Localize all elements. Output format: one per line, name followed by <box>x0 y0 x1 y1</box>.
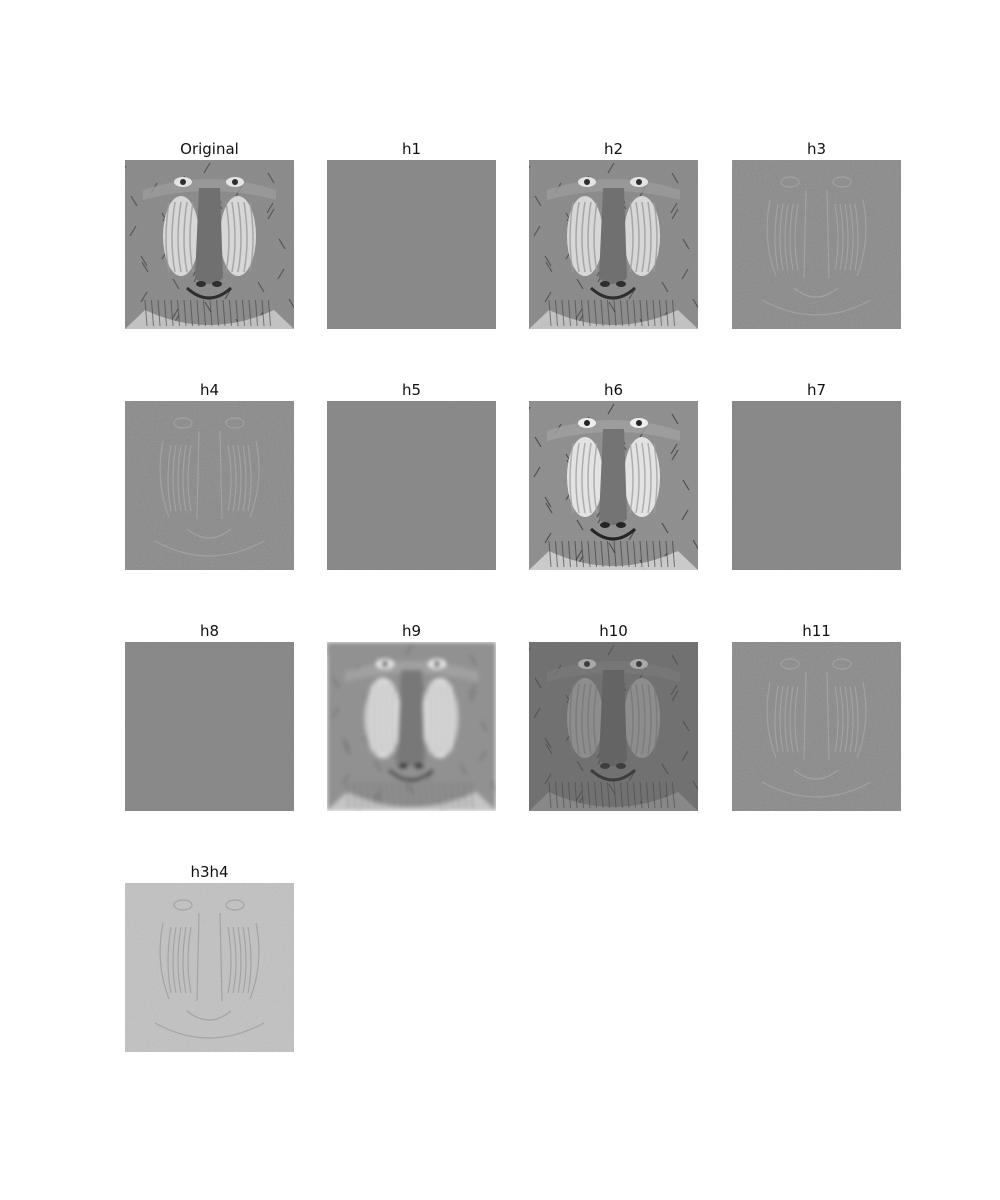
filtered-image <box>732 160 901 329</box>
panel-title: Original <box>180 140 239 158</box>
panel-title: h6 <box>603 381 624 399</box>
panel-title: h3 <box>806 140 827 158</box>
panel-h7: h7 <box>732 377 901 570</box>
panel-title: h4 <box>199 381 220 399</box>
filtered-image <box>732 642 901 811</box>
panel-original: Original <box>125 136 294 329</box>
filtered-image <box>529 401 698 570</box>
panel-h9: h9 <box>327 618 496 811</box>
filtered-image <box>327 642 496 811</box>
panel-h10: h10 <box>529 618 698 811</box>
filtered-image <box>125 883 294 1052</box>
panel-title: h11 <box>802 622 831 640</box>
panel-title: h8 <box>199 622 220 640</box>
panel-title: h3h4 <box>190 863 229 881</box>
panel-title: h10 <box>599 622 628 640</box>
panel-title: h5 <box>401 381 422 399</box>
panel-title: h2 <box>603 140 624 158</box>
panel-h4: h4 <box>125 377 294 570</box>
panel-h8: h8 <box>125 618 294 811</box>
panel-h3h4: h3h4 <box>125 859 294 1052</box>
filtered-image <box>529 160 698 329</box>
filtered-image <box>529 642 698 811</box>
panel-h2: h2 <box>529 136 698 329</box>
panel-title: h1 <box>401 140 422 158</box>
panel-h3: h3 <box>732 136 901 329</box>
panel-h6: h6 <box>529 377 698 570</box>
filtered-image <box>732 401 901 570</box>
filtered-image <box>327 401 496 570</box>
panel-title: h9 <box>401 622 422 640</box>
filtered-image <box>125 642 294 811</box>
panel-h11: h11 <box>732 618 901 811</box>
baboon-image <box>125 160 294 329</box>
panel-h1: h1 <box>327 136 496 329</box>
panel-title: h7 <box>806 381 827 399</box>
panel-h5: h5 <box>327 377 496 570</box>
filtered-image <box>327 160 496 329</box>
filtered-image <box>125 401 294 570</box>
